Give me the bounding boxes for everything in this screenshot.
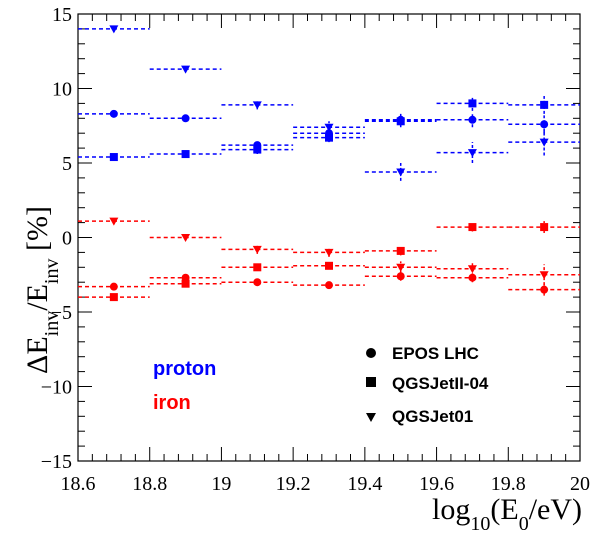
x-tick-label: 19.2 [276,473,311,495]
group-label-proton: proton [153,358,216,380]
y-tick-label: 10 [52,79,72,101]
data-point-square [181,150,190,159]
data-point-square [540,100,549,109]
legend-label-qgsjetii: QGSJetII-04 [392,374,489,393]
y-tick-label: 15 [52,4,72,26]
data-point-circle [325,281,333,290]
data-point-circle [540,285,549,294]
legend-square-marker [366,377,376,387]
y-axis-title: ΔEinv/Einv [%] [21,206,63,374]
data-point-circle [109,109,118,118]
y-tick-label: −15 [41,451,72,473]
x-tick-label: 19 [211,473,231,495]
y-title-sub2: inv [41,259,63,285]
series-iron-qgsjetii-04 [78,221,580,302]
data-point-triangle [467,149,477,158]
y-title-sub1: inv [41,311,63,337]
data-point-circle [109,282,118,291]
data-point-triangle [109,217,119,226]
data-point-square [325,133,333,142]
x-tick-label: 20 [570,473,590,495]
legend-circle-marker [366,348,376,358]
data-point-circle [540,120,549,129]
data-point-triangle [467,265,477,274]
data-point-triangle [539,138,549,147]
data-point-square [468,223,477,232]
x-title-pre: log [432,493,470,526]
x-tick-label: 18.8 [132,473,167,495]
series-proton-qgsjet01 [78,25,580,181]
data-point-circle [468,115,477,124]
data-point-square [109,293,118,302]
data-point-square [396,246,405,255]
legend-triangle-marker [366,413,376,422]
data-point-triangle [324,123,334,132]
data-point-square [253,263,262,272]
x-title-sub2: 0 [519,513,529,535]
x-title-post: /eV) [529,493,582,526]
x-axis-title: log10(E0/eV) [432,493,582,535]
y-tick-label: −10 [41,377,72,399]
data-point-circle [468,273,477,282]
data-point-square [253,145,262,154]
data-point-triangle [396,168,406,177]
x-tick-label: 19.4 [347,473,382,495]
x-title-sub1: 10 [470,513,490,535]
data-point-triangle [539,271,549,280]
data-point-square [540,223,549,232]
series-iron-epos-lhc [78,271,580,296]
legend-label-epos: EPOS LHC [392,344,479,363]
series-iron-qgsjet01 [78,217,580,286]
data-point-square [325,261,333,270]
y-title-mid: /E [21,284,54,311]
data-point-triangle [324,248,334,257]
data-point-triangle [109,25,119,34]
data-point-circle [181,114,190,123]
data-point-circle [396,272,405,281]
data-point-square [468,99,477,108]
axis-ticks [77,13,581,462]
data-point-triangle [396,263,406,272]
data-point-square [109,153,118,162]
x-tick-label: 19.6 [419,473,454,495]
data-point-triangle [252,245,262,254]
y-title-pre: ΔE [21,336,54,374]
data-series [78,25,580,302]
y-tick-label: −5 [51,302,72,324]
y-tick-label: 0 [62,228,72,250]
legend-label-qgsjet01: QGSJet01 [392,407,473,426]
x-tick-labels: 18.6 18.8 19 19.2 19.4 19.6 19.8 20 [61,473,591,495]
y-tick-label: 5 [62,153,72,175]
series-proton-qgsjetii-04 [78,95,580,162]
data-point-square [396,117,405,126]
legend: EPOS LHC QGSJetII-04 QGSJet01 [366,344,489,426]
data-point-circle [253,278,262,287]
data-point-triangle [181,234,191,242]
data-point-triangle [252,101,262,110]
data-point-triangle [181,65,191,74]
y-title-post: [%] [21,206,54,258]
y-tick-labels: −15 −10 −5 0 5 10 15 [41,4,72,473]
x-tick-label: 19.8 [491,473,526,495]
group-label-iron: iron [153,392,191,414]
data-point-square [181,279,190,288]
x-tick-label: 18.6 [61,473,96,495]
x-title-mid: (E [490,493,518,526]
